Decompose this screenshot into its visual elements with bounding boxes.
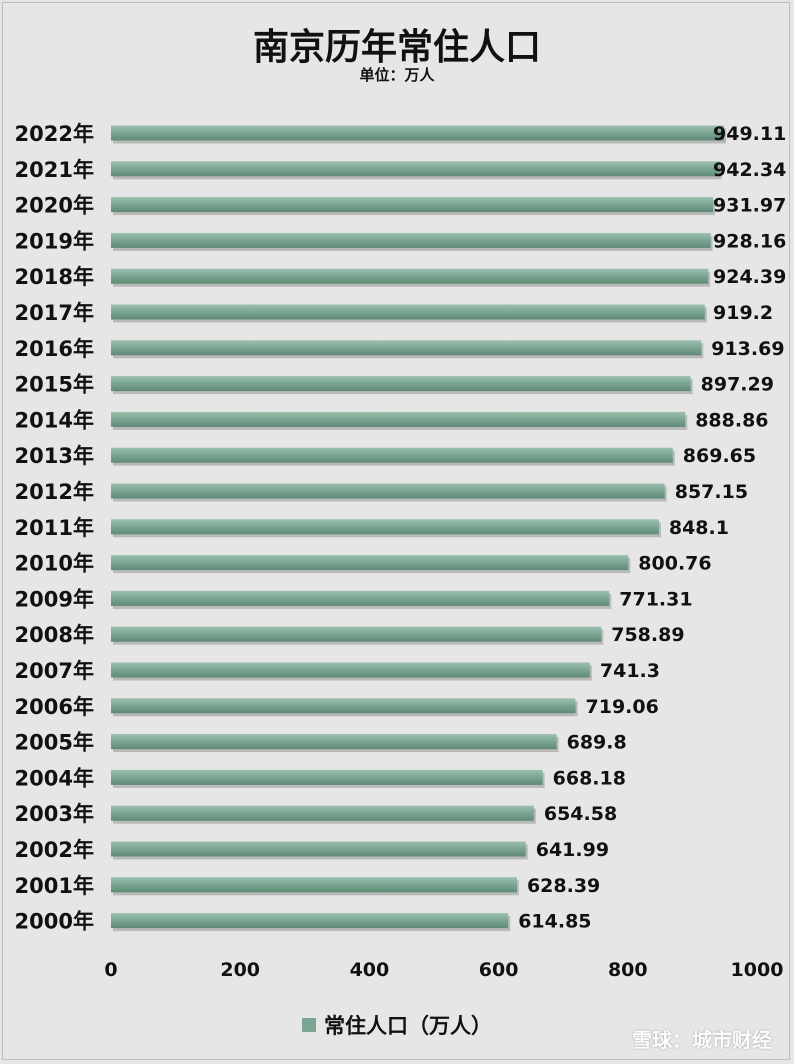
x-tick-label: 1000 [731, 959, 784, 981]
data-label: 919.2 [713, 302, 773, 324]
chart-legend: 常住人口（万人） [0, 1010, 794, 1040]
category-label: 2006年 [15, 695, 94, 719]
data-label: 888.86 [695, 409, 768, 431]
category-label: 2001年 [15, 874, 94, 898]
chart-title: 南京历年常住人口 [252, 27, 541, 68]
data-label: 668.18 [553, 767, 626, 789]
data-label: 771.31 [619, 588, 692, 610]
legend-swatch [302, 1018, 316, 1032]
bar-2005年 [111, 734, 557, 750]
bar-2006年 [111, 698, 576, 714]
data-label: 913.69 [711, 338, 784, 360]
x-tick-label: 400 [350, 959, 390, 981]
category-label: 2016年 [15, 337, 94, 361]
bar-2018年 [111, 268, 709, 284]
bar-2000年 [111, 913, 509, 929]
bar-2011年 [111, 519, 659, 535]
bar-2012年 [111, 483, 665, 499]
bar-2020年 [111, 197, 714, 213]
bar-2008年 [111, 626, 602, 642]
bar-2010年 [111, 555, 629, 571]
chart-subtitle: 单位：万人 [359, 66, 435, 84]
data-label: 800.76 [638, 553, 711, 575]
category-label: 2015年 [15, 373, 94, 397]
category-label: 2011年 [15, 516, 94, 540]
category-label: 2017年 [15, 301, 94, 325]
legend-label: 常住人口（万人） [324, 1014, 492, 1038]
bar-2022年 [111, 125, 725, 141]
category-label: 2022年 [15, 122, 94, 146]
data-label: 928.16 [713, 230, 786, 252]
bar-2014年 [111, 411, 686, 427]
bar-2013年 [111, 447, 673, 463]
category-label: 2020年 [15, 194, 94, 218]
bar-2003年 [111, 805, 534, 821]
bar-2001年 [111, 877, 517, 893]
x-tick-label: 600 [479, 959, 519, 981]
x-tick-label: 200 [220, 959, 260, 981]
category-label: 2000年 [15, 910, 94, 934]
data-label: 614.85 [518, 911, 591, 933]
category-label: 2005年 [15, 731, 94, 755]
data-label: 628.39 [527, 875, 600, 897]
bar-2019年 [111, 232, 711, 248]
bar-2007年 [111, 662, 590, 678]
data-label: 848.1 [669, 517, 729, 539]
category-label: 2019年 [15, 229, 94, 253]
data-label: 924.39 [713, 266, 786, 288]
category-label: 2002年 [15, 838, 94, 862]
category-label: 2021年 [15, 158, 94, 182]
data-label: 741.3 [600, 660, 660, 682]
data-label: 949.11 [713, 123, 786, 145]
data-label: 719.06 [586, 696, 659, 718]
data-label: 931.97 [713, 195, 786, 217]
data-label: 869.65 [683, 445, 756, 467]
bar-2009年 [111, 590, 610, 606]
bar-2015年 [111, 376, 691, 392]
category-label: 2012年 [15, 480, 94, 504]
category-label: 2007年 [15, 659, 94, 683]
category-label: 2009年 [15, 587, 94, 611]
category-label: 2014年 [15, 408, 94, 432]
category-label: 2010年 [15, 552, 94, 576]
bar-2004年 [111, 769, 543, 785]
x-tick-label: 0 [104, 959, 117, 981]
bar-2016年 [111, 340, 702, 356]
data-label: 897.29 [701, 374, 774, 396]
category-label: 2003年 [15, 802, 94, 826]
bar-2017年 [111, 304, 705, 320]
data-label: 689.8 [567, 732, 627, 754]
data-label: 942.34 [713, 159, 786, 181]
bar-2002年 [111, 841, 526, 857]
category-label: 2018年 [15, 265, 94, 289]
data-label: 857.15 [675, 481, 748, 503]
category-label: 2013年 [15, 444, 94, 468]
category-label: 2008年 [15, 623, 94, 647]
watermark: 雪球：城市财经 [632, 1028, 772, 1052]
bar-2021年 [111, 161, 720, 177]
category-label: 2004年 [15, 766, 94, 790]
x-tick-label: 800 [608, 959, 648, 981]
data-label: 654.58 [544, 803, 617, 825]
data-label: 641.99 [536, 839, 609, 861]
data-label: 758.89 [611, 624, 684, 646]
